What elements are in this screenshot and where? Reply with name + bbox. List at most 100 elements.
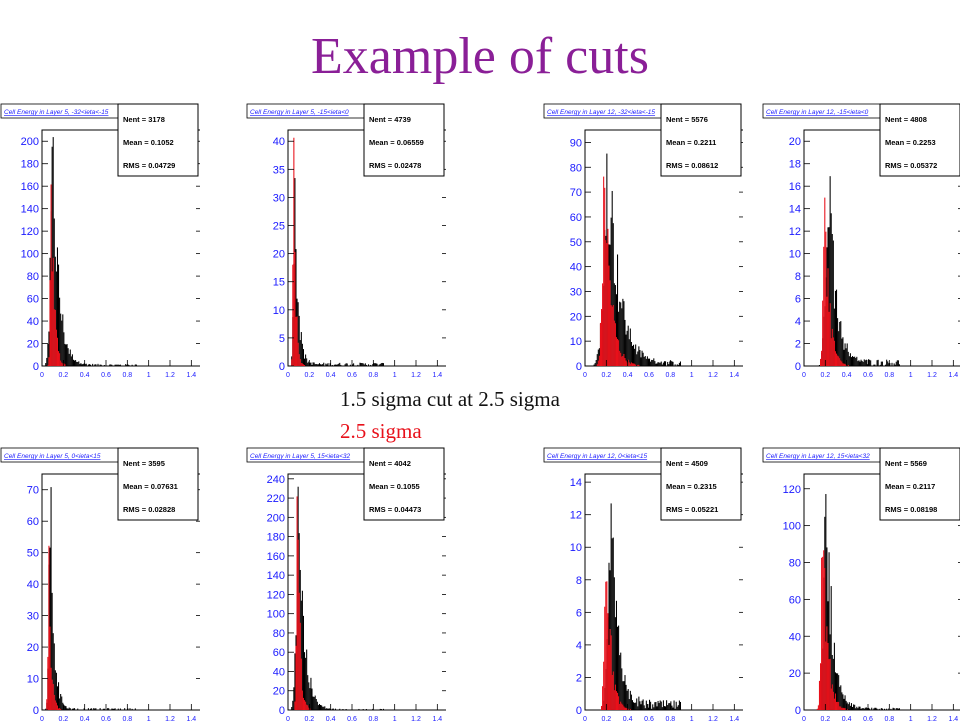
y-tick-label: 10: [789, 249, 801, 261]
histogram-bin: [118, 364, 120, 366]
histogram-bin: [885, 364, 887, 366]
histogram-bin: [646, 704, 648, 710]
histogram-bin: [88, 364, 90, 366]
histogram-bin: [53, 643, 55, 710]
histogram-bin: [654, 361, 656, 366]
histogram-bin: [613, 577, 615, 710]
histogram-bin: [599, 322, 601, 366]
histogram-bin: [65, 706, 67, 710]
y-tick-label: 0: [576, 705, 582, 717]
histogram-bin: [297, 302, 299, 366]
histogram-bin: [596, 364, 598, 366]
histogram-bin: [866, 708, 868, 710]
histogram-bin: [655, 702, 657, 710]
histogram-bin: [828, 311, 830, 366]
histogram-bin: [657, 362, 659, 366]
histogram-bin: [345, 363, 347, 366]
histogram-bin: [317, 705, 319, 710]
y-tick-label: 0: [33, 361, 39, 373]
histogram-bin: [655, 363, 657, 366]
histogram-bin: [629, 690, 631, 710]
histogram-bin: [602, 283, 604, 366]
stats-box-frame: [660, 103, 742, 177]
histogram-bin: [53, 309, 55, 366]
histogram-bin: [327, 363, 329, 366]
histogram-bin: [342, 709, 344, 710]
stats-rms: RMS = 0.04729: [123, 161, 175, 170]
histogram-bin: [301, 363, 303, 366]
histogram-bin: [108, 708, 110, 710]
histogram-bin: [653, 707, 655, 710]
histogram-bin: [82, 363, 84, 366]
histogram-bin: [836, 289, 838, 366]
histogram-bin: [891, 362, 893, 366]
histogram-bin: [85, 363, 87, 366]
histogram-bin: [837, 355, 839, 366]
histogram-bin: [299, 622, 301, 710]
histogram-bin: [880, 361, 882, 366]
histogram-bin: [895, 708, 897, 710]
histogram-bin: [55, 329, 57, 366]
stats-mean: Mean = 0.07631: [123, 482, 178, 491]
y-tick-label: 0: [279, 705, 285, 717]
histogram-bin: [628, 699, 630, 710]
histogram-bin: [598, 355, 600, 366]
slide-title: Example of cuts: [311, 28, 649, 85]
histogram-bin: [312, 362, 314, 366]
histogram-bin: [77, 708, 79, 710]
histogram-title: Cell Energy in Layer 12, -15<ieta<0: [766, 109, 869, 116]
histogram-bin: [620, 652, 622, 710]
histogram-bin: [841, 338, 843, 366]
histogram-bin: [634, 702, 636, 710]
x-tick-label: 1.2: [411, 372, 421, 379]
y-tick-label: 40: [27, 579, 39, 591]
histogram-bin: [829, 176, 831, 366]
histogram-bin: [53, 218, 55, 366]
y-tick-label: 100: [21, 249, 39, 261]
histogram-panel-8: Cell Energy in Layer 12, 15<ieta<32 0 20 40…: [762, 447, 960, 723]
x-tick-label: 0.4: [842, 372, 852, 379]
histogram-bin: [77, 361, 79, 366]
y-axis: 0 20 40 60 80 100 120: [783, 484, 960, 717]
histogram-bin: [323, 706, 325, 710]
histogram-bin: [112, 708, 114, 710]
histogram-bin: [638, 696, 640, 710]
histogram-bin: [74, 708, 76, 710]
histogram-bin: [292, 700, 294, 710]
histogram-bin: [871, 707, 873, 710]
y-tick-label: 2: [576, 672, 582, 684]
histogram-bin: [635, 344, 637, 366]
histogram-bin: [339, 362, 341, 366]
histogram-bin: [627, 325, 629, 366]
series-red: [291, 137, 306, 366]
histogram-bin: [842, 694, 844, 710]
histogram-title-box: Cell Energy in Layer 12, -32<ieta<-15: [543, 103, 673, 119]
histogram-bin: [79, 363, 81, 366]
histogram-bin: [849, 705, 851, 710]
histogram-bin: [296, 496, 298, 710]
histogram-bin: [830, 213, 832, 366]
histogram-bin: [645, 358, 647, 366]
histogram-bin: [624, 707, 626, 710]
histogram-bin: [326, 364, 328, 366]
histogram-bin: [64, 364, 66, 366]
histogram-bin: [66, 708, 68, 710]
histogram-bin: [306, 358, 308, 366]
y-tick-label: 20: [570, 311, 582, 323]
y-tick-label: 60: [27, 516, 39, 528]
y-tick-label: 10: [27, 674, 39, 686]
histogram-bin: [832, 240, 834, 366]
x-tick-label: 0.2: [58, 372, 68, 379]
histogram-title-box: Cell Energy in Layer 12, 0<ieta<15: [543, 447, 673, 463]
histogram-bin: [622, 704, 624, 710]
y-tick-label: 200: [267, 512, 285, 524]
x-tick-label: 0.6: [347, 372, 357, 379]
y-tick-label: 80: [570, 162, 582, 174]
histogram-bin: [617, 254, 619, 366]
histogram-bin: [47, 656, 49, 710]
histogram-bin: [607, 228, 609, 366]
histogram-bin: [837, 701, 839, 710]
series-red: [46, 545, 62, 710]
histogram-bin: [838, 356, 840, 366]
histogram-bin: [888, 708, 890, 710]
